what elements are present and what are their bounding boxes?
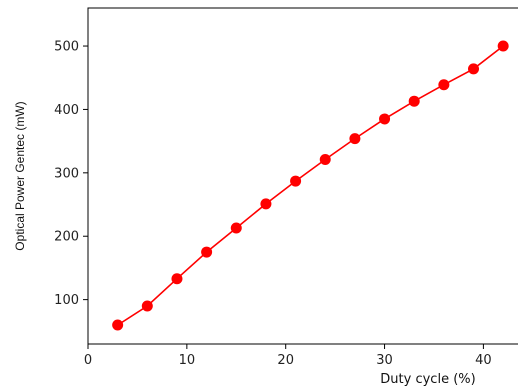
y-tick-label: 100 (54, 293, 79, 308)
data-point (438, 79, 450, 91)
data-point (290, 175, 302, 187)
data-point (379, 113, 391, 125)
x-tick-label: 20 (277, 353, 294, 368)
x-tick-label: 30 (376, 353, 393, 368)
x-tick-label: 10 (179, 353, 196, 368)
x-axis-ticks: 0 10 20 30 40 (84, 344, 492, 368)
y-tick-label: 400 (54, 103, 79, 118)
y-axis-ticks: 100 200 300 400 500 (54, 40, 88, 308)
y-tick-label: 300 (54, 166, 79, 181)
data-point (230, 222, 242, 234)
x-axis-label: Duty cycle (%) (380, 372, 475, 387)
data-point (171, 273, 183, 285)
data-point (141, 300, 153, 312)
y-axis-label: Optical Power Gentec (mW) (13, 101, 27, 250)
data-point (112, 319, 124, 331)
x-tick-label: 40 (475, 353, 492, 368)
x-tick-label: 0 (84, 353, 92, 368)
data-point (201, 246, 213, 258)
data-point (349, 133, 361, 145)
y-tick-label: 200 (54, 230, 79, 245)
series-layer (112, 40, 509, 331)
data-point (408, 95, 420, 107)
data-point (319, 154, 331, 166)
data-point (497, 40, 509, 52)
data-point (468, 63, 480, 75)
series-line (117, 45, 504, 326)
y-tick-label: 500 (54, 40, 79, 55)
plot-frame (87, 7, 518, 345)
data-point (260, 198, 272, 210)
